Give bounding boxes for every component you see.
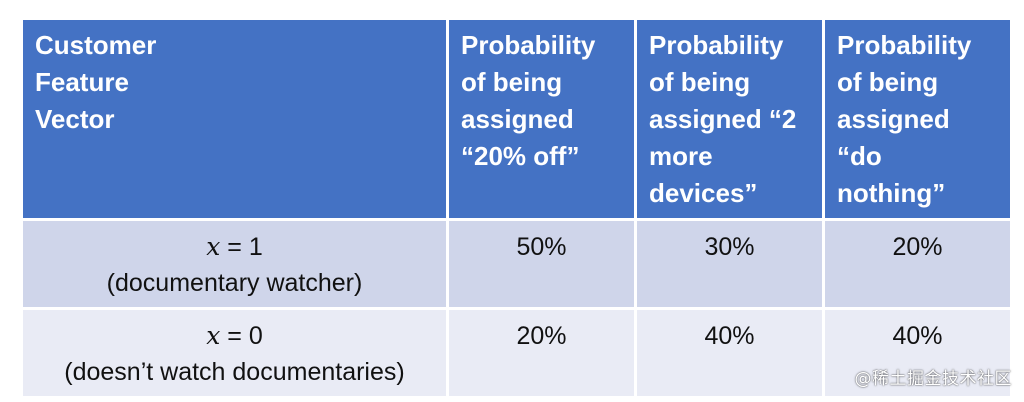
table-row: x = 0 (doesn’t watch documentaries) 20% …	[20, 307, 1013, 399]
header-line: “do	[837, 141, 882, 171]
watermark: @稀土掘金技术社区	[854, 369, 1012, 389]
feature-description: (doesn’t watch documentaries)	[64, 358, 405, 386]
feature-equation: x = 1	[31, 229, 438, 265]
header-line: of being	[649, 67, 751, 97]
header-line: assigned	[837, 104, 950, 134]
header-line: assigned	[461, 104, 574, 134]
feature-vector-cell: x = 0 (doesn’t watch documentaries)	[20, 307, 449, 399]
header-line: of being	[837, 67, 939, 97]
feature-vector-cell: x = 1 (documentary watcher)	[20, 218, 449, 310]
probability-table: Customer Feature Vector Probability of b…	[20, 17, 1013, 399]
header-line: Probability	[837, 30, 972, 60]
feature-description: (documentary watcher)	[106, 269, 363, 297]
header-line: Probability	[649, 30, 784, 60]
equation-value: = 0	[220, 322, 263, 350]
header-prob-2-more-devices: Probability of being assigned “2 more de…	[634, 17, 825, 221]
prob-cell: 20%	[446, 307, 637, 399]
header-line: Customer	[35, 30, 157, 60]
header-customer-feature-vector: Customer Feature Vector	[20, 17, 449, 221]
math-variable: x	[206, 321, 221, 350]
header-prob-20-off: Probability of being assigned “20% off”	[446, 17, 637, 221]
header-line: Probability	[461, 30, 596, 60]
header-line: devices”	[649, 178, 758, 208]
header-row: Customer Feature Vector Probability of b…	[20, 17, 1013, 221]
header-line: Vector	[35, 104, 115, 134]
prob-cell: 50%	[446, 218, 637, 310]
equation-value: = 1	[220, 233, 263, 261]
prob-cell: 20%	[822, 218, 1013, 310]
feature-equation: x = 0	[31, 318, 438, 354]
math-variable: x	[206, 232, 221, 261]
header-line: assigned “2	[649, 104, 797, 134]
header-line: Feature	[35, 67, 129, 97]
header-line: more	[649, 141, 713, 171]
header-prob-do-nothing: Probability of being assigned “do nothin…	[822, 17, 1013, 221]
header-line: “20% off”	[461, 141, 580, 171]
header-line: nothing”	[837, 178, 946, 208]
header-line: of being	[461, 67, 563, 97]
prob-cell: 40%	[822, 307, 1013, 399]
prob-cell: 40%	[634, 307, 825, 399]
table-row: x = 1 (documentary watcher) 50% 30% 20%	[20, 218, 1013, 310]
prob-cell: 30%	[634, 218, 825, 310]
